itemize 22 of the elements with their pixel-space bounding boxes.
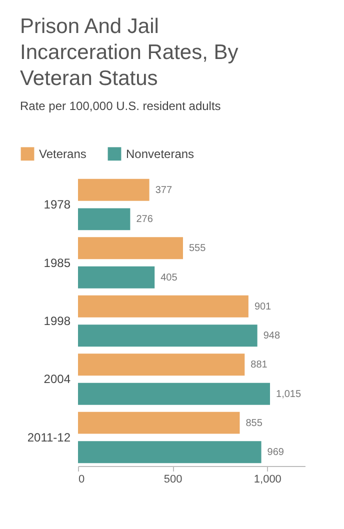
data-label: 855 [246,418,263,429]
x-tick-label: 0 [78,474,85,486]
chart-subtitle: Rate per 100,000 U.S. resident adults [20,99,221,113]
y-tick-label: 2004 [44,372,71,386]
data-label: 948 [263,330,280,342]
data-label: 969 [267,447,284,458]
y-tick-label: 1998 [44,314,71,328]
data-label: 1,015 [276,388,302,400]
data-label: 405 [160,272,178,284]
x-tick-label: 500 [164,474,182,486]
legend-label: Nonveterans [126,146,194,161]
data-label: 377 [155,184,172,196]
x-tick-label: 1,000 [254,474,282,486]
y-tick-label: 1978 [44,198,71,212]
legend-label: Veterans [39,146,86,161]
data-label: 276 [136,214,154,226]
y-tick-label: 2011-12 [27,430,71,444]
data-label: 881 [250,360,268,371]
chart-title: Prison And Jail Incarceration Rates, By Veteran Status [20,15,239,90]
data-label: 555 [188,243,206,254]
data-label: 901 [254,301,272,312]
y-tick-label: 1985 [44,256,71,270]
